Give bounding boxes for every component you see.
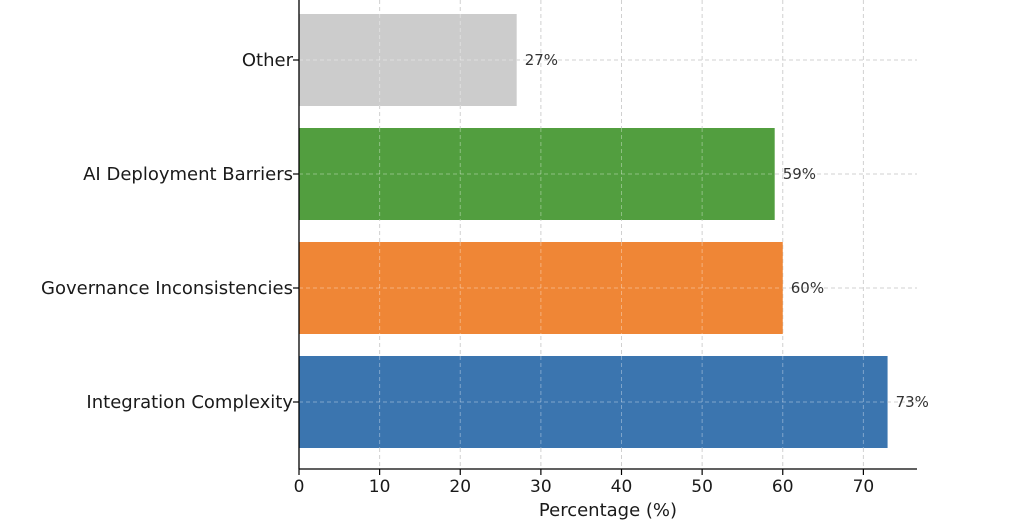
y-tick-label: Governance Inconsistencies xyxy=(41,278,293,299)
x-axis-label: Percentage (%) xyxy=(539,500,677,521)
y-tick-label: AI Deployment Barriers xyxy=(83,164,293,185)
bar xyxy=(299,356,888,448)
x-tick-label: 0 xyxy=(294,477,305,497)
x-tick-label: 60 xyxy=(772,477,794,497)
y-tick-label: Integration Complexity xyxy=(86,392,293,413)
ticks: 0 10 20 30 40 50 60 70 xyxy=(293,59,875,497)
x-tick-label: 30 xyxy=(530,477,552,497)
bar xyxy=(299,242,783,334)
x-tick-label: 20 xyxy=(449,477,471,497)
bar-value-label: 60% xyxy=(791,279,824,297)
x-tick-label: 70 xyxy=(853,477,875,497)
axes xyxy=(298,0,917,470)
bar xyxy=(299,128,775,220)
bar-value-label: 59% xyxy=(783,165,816,183)
y-tick-label: Other xyxy=(242,50,294,71)
x-tick-label: 50 xyxy=(691,477,713,497)
bar-value-label: 27% xyxy=(525,51,558,69)
x-tick-label: 40 xyxy=(611,477,633,497)
bar-value-label: 73% xyxy=(896,393,929,411)
x-tick-label: 10 xyxy=(369,477,391,497)
bar xyxy=(299,14,517,106)
bars xyxy=(299,14,888,448)
labels: Integration Complexity 73% Governance Inco… xyxy=(41,50,929,413)
